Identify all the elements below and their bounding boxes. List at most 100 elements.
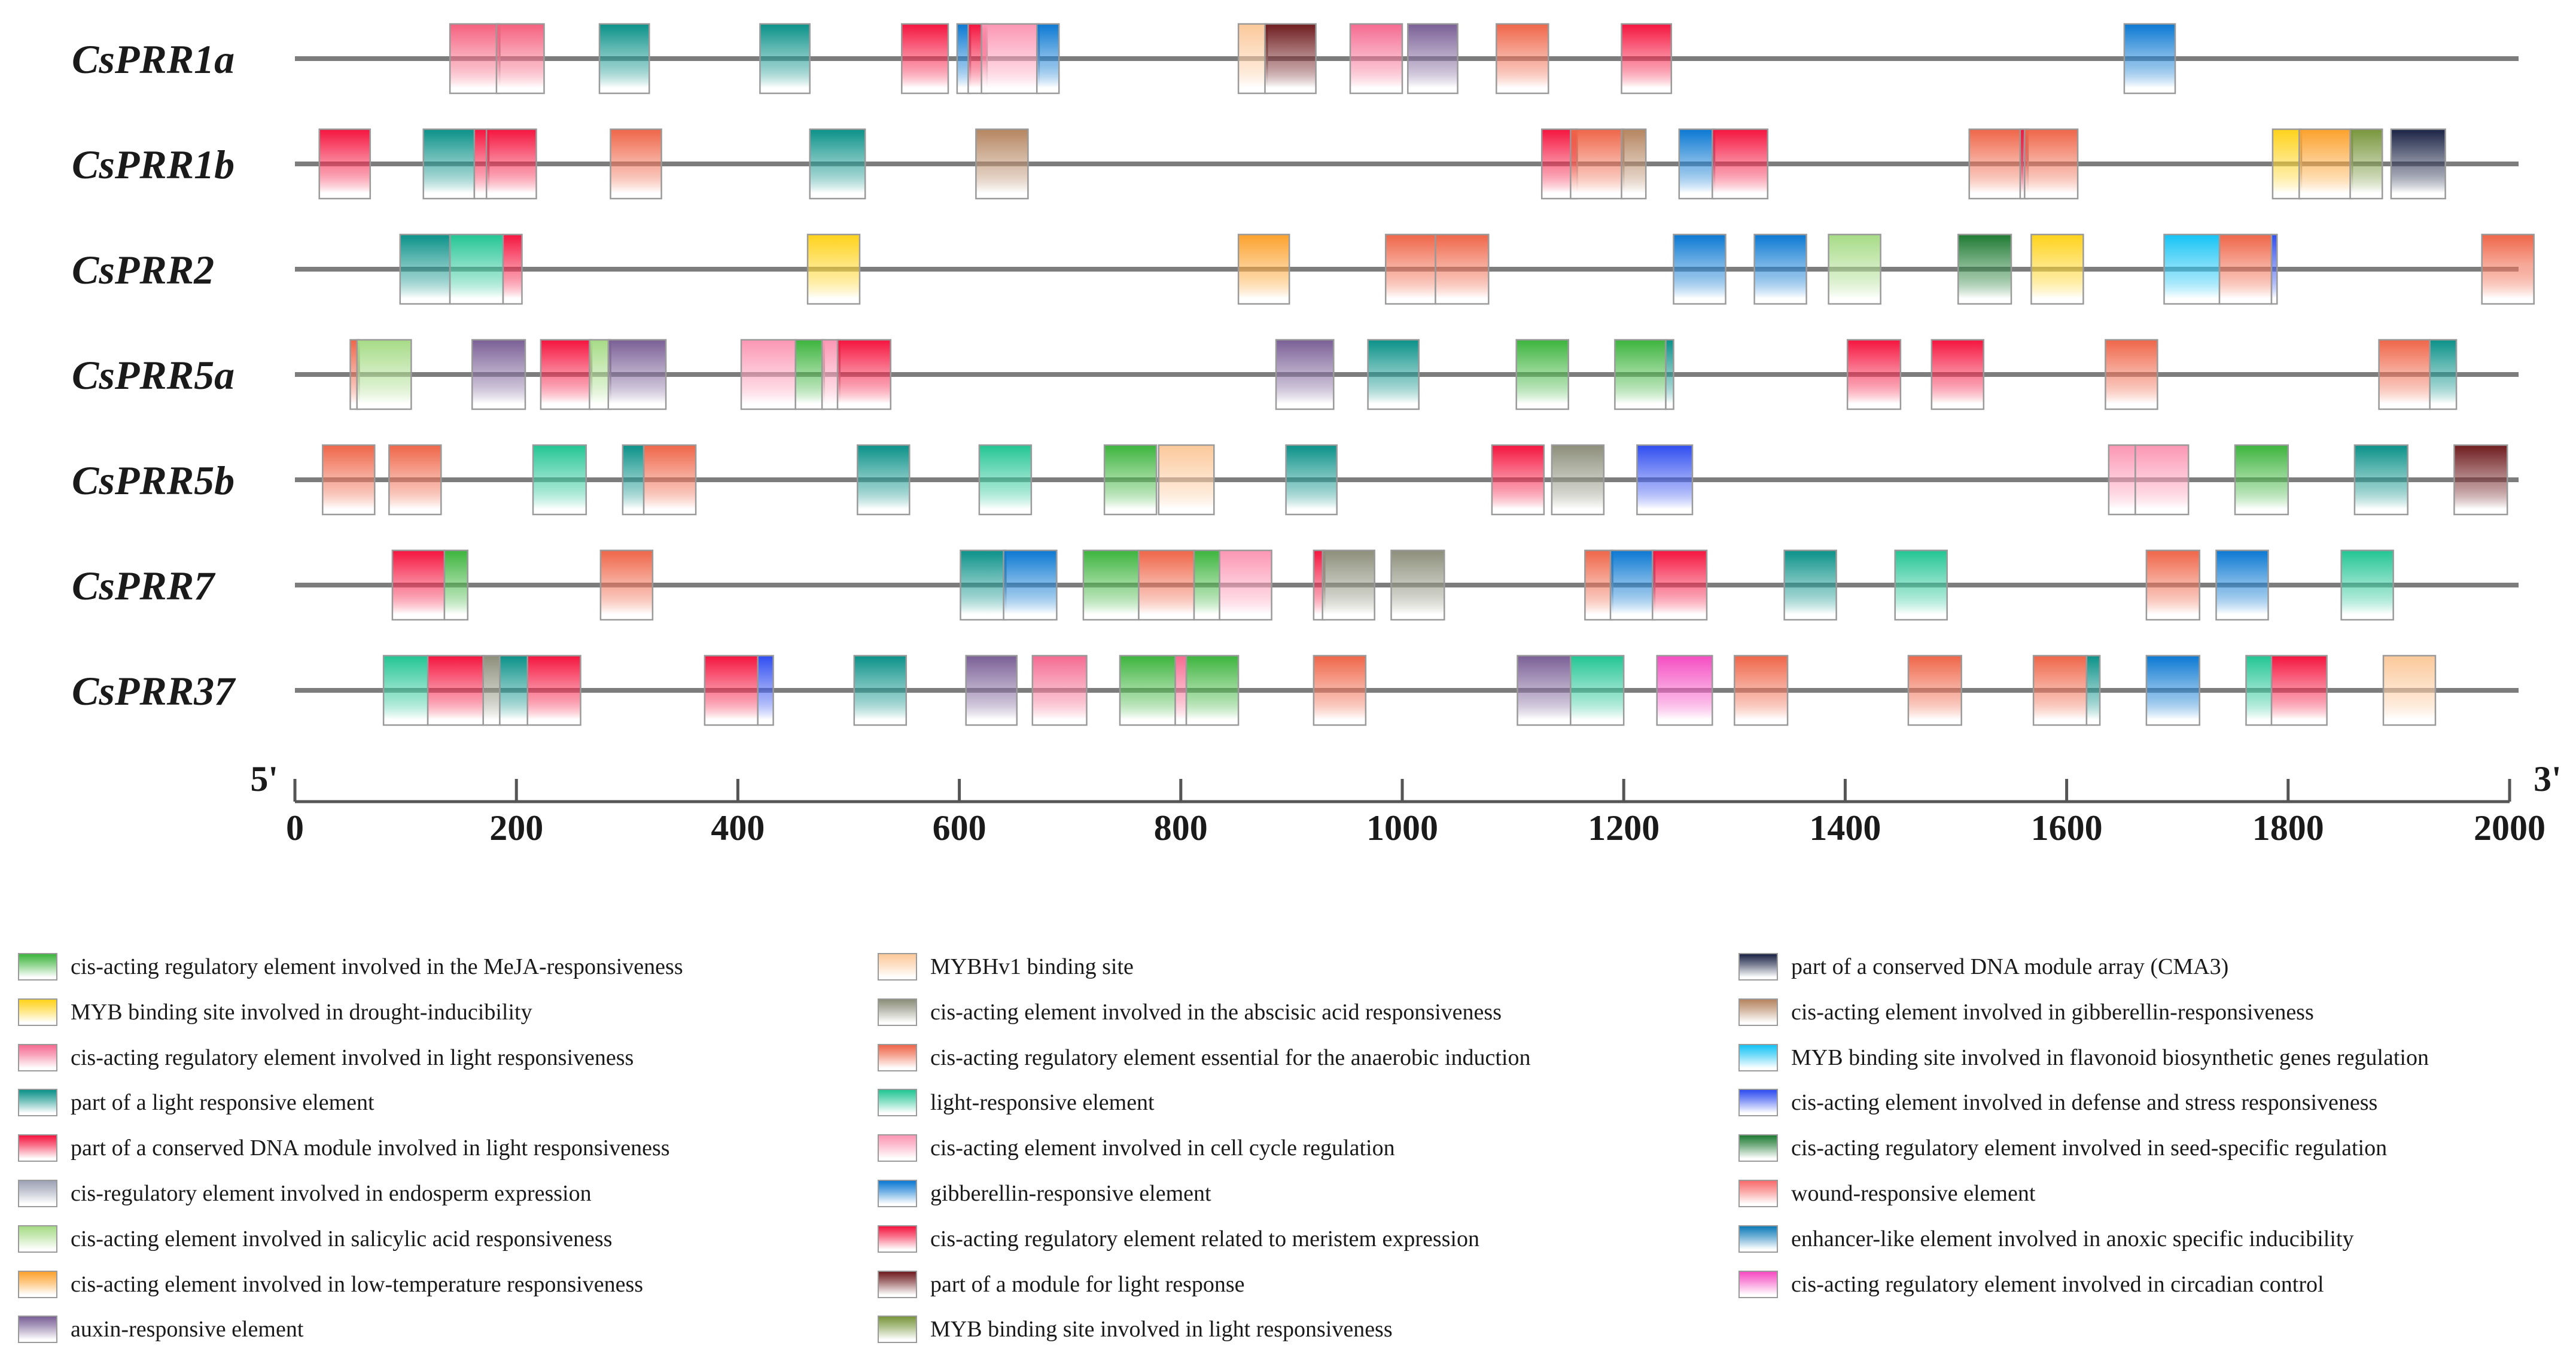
gene-name: CsPRR5b bbox=[72, 458, 235, 503]
cis-element-meja bbox=[1082, 549, 1140, 621]
tick-label: 400 bbox=[711, 808, 765, 848]
cis-element-dna-module bbox=[704, 654, 759, 726]
cis-element-anaerobic bbox=[2481, 233, 2535, 305]
cis-element-light-part bbox=[2085, 654, 2101, 726]
cis-element-dna-module bbox=[318, 128, 372, 200]
legend-item-endosperm: cis-regulatory element involved in endos… bbox=[18, 1179, 592, 1208]
legend-label: part of a conserved DNA module involved … bbox=[71, 1135, 670, 1161]
cis-element-ga-resp-cis bbox=[975, 128, 1029, 200]
legend-item-anoxic: enhancer-like element involved in anoxic… bbox=[1738, 1225, 2353, 1253]
cis-element-ga-resp bbox=[1753, 233, 1807, 305]
cis-element-meja bbox=[1185, 654, 1240, 726]
legend-swatch bbox=[18, 1043, 57, 1071]
legend-item-light-part: part of a light responsive element bbox=[18, 1088, 374, 1117]
legend-swatch bbox=[18, 1134, 57, 1162]
cis-element-anaerobic bbox=[1496, 23, 1549, 95]
tick-label: 1600 bbox=[2031, 808, 2103, 848]
gene-track-CsPRR37: CsPRR37 bbox=[72, 654, 2519, 726]
legend-item-wound: wound-responsive element bbox=[1738, 1179, 2035, 1208]
legend-label: light-responsive element bbox=[930, 1090, 1155, 1116]
legend-item-aba: cis-acting element involved in the absci… bbox=[878, 998, 1502, 1027]
five-prime-label: 5' bbox=[250, 759, 278, 799]
legend-label: cis-acting regulatory element involved i… bbox=[71, 1045, 634, 1070]
cis-element-light-resp bbox=[2245, 654, 2273, 726]
cis-element-mybhv1 bbox=[1237, 23, 1268, 95]
cis-element-ga-resp bbox=[1678, 128, 1716, 200]
cis-element-light-part bbox=[422, 128, 476, 200]
cis-element-anaerobic bbox=[388, 444, 442, 516]
cis-element-anaerobic bbox=[599, 549, 654, 621]
cis-element-ga-resp bbox=[1036, 23, 1060, 95]
legend-item-meristem: cis-acting regulatory element related to… bbox=[878, 1225, 1479, 1253]
legend-label: MYB binding site involved in flavonoid b… bbox=[1791, 1045, 2429, 1070]
legend-swatch bbox=[1738, 1134, 1778, 1162]
legend-swatch bbox=[878, 1180, 917, 1207]
cis-element-auxin bbox=[471, 339, 526, 410]
legend-item-low-temp: cis-acting element involved in low-tempe… bbox=[18, 1270, 643, 1299]
cis-element-anaerobic bbox=[1138, 549, 1195, 621]
cis-element-light-resp-reg bbox=[1031, 654, 1088, 726]
cis-element-wound-resp bbox=[495, 23, 545, 95]
legend-label: auxin-responsive element bbox=[71, 1317, 304, 1342]
cis-element-light-resp bbox=[382, 654, 429, 726]
legend-swatch bbox=[878, 1134, 917, 1162]
tick-label: 800 bbox=[1154, 808, 1208, 848]
cis-element-anaerobic bbox=[610, 128, 662, 200]
legend-item-light-resp-reg: cis-acting regulatory element involved i… bbox=[18, 1043, 634, 1072]
legend-label: part of a conserved DNA module array (CM… bbox=[1791, 954, 2229, 979]
position-axis: 0 200 400 600 800 1000 1200 1400 1600 1800 2000 5' 3… bbox=[250, 759, 2561, 848]
cis-element-dna-module bbox=[526, 654, 581, 726]
cis-element-auxin bbox=[1407, 23, 1458, 95]
gene-name: CsPRR2 bbox=[72, 247, 214, 293]
cis-element-light-part bbox=[960, 549, 1007, 621]
cis-element-aba bbox=[1390, 549, 1445, 621]
legend-label: part of a light responsive element bbox=[71, 1090, 374, 1116]
cis-element-auxin bbox=[1517, 654, 1572, 726]
legend-label: wound-responsive element bbox=[1791, 1181, 2036, 1206]
cis-element-dna-module bbox=[1931, 339, 1985, 410]
legend-item-dna-module: part of a conserved DNA module involved … bbox=[18, 1134, 670, 1162]
legend-label: cis-acting regulatory element essential … bbox=[930, 1045, 1531, 1070]
cis-element-light-part bbox=[1665, 339, 1674, 410]
legend-label: cis-acting element involved in low-tempe… bbox=[71, 1271, 644, 1297]
cis-element-light-part bbox=[857, 444, 911, 516]
legend-swatch bbox=[18, 1225, 57, 1253]
cis-element-meja bbox=[2234, 444, 2289, 516]
cis-element-light-resp bbox=[532, 444, 587, 516]
cis-element-light-part bbox=[1367, 339, 1420, 410]
cis-element-dna-module bbox=[391, 549, 446, 621]
legend-item-myb-light: MYB binding site involved in light respo… bbox=[878, 1315, 1393, 1344]
cis-element-anaerobic bbox=[1435, 233, 1490, 305]
cis-element-cell-cycle bbox=[2135, 444, 2190, 516]
cis-element-light-part bbox=[598, 23, 650, 95]
cis-element-light-part bbox=[2353, 444, 2408, 516]
cis-element-light-module bbox=[2453, 444, 2508, 516]
legend-label: MYBHv1 binding site bbox=[930, 954, 1134, 979]
legend-swatch bbox=[878, 953, 917, 981]
tick-label: 1800 bbox=[2252, 808, 2324, 848]
cis-element-aba bbox=[482, 654, 501, 726]
legend-item-auxin: auxin-responsive element bbox=[18, 1315, 303, 1344]
cis-element-light-part bbox=[759, 23, 811, 95]
cis-element-defense bbox=[2270, 233, 2278, 305]
gene-name: CsPRR1a bbox=[72, 36, 235, 82]
cis-element-anaerobic bbox=[643, 444, 697, 516]
gene-name: CsPRR1b bbox=[72, 142, 235, 187]
legend-swatch bbox=[878, 1225, 917, 1253]
legend-swatch bbox=[18, 1180, 57, 1207]
gene-track-CsPRR7: CsPRR7 bbox=[72, 549, 2519, 621]
cis-element-ga-resp bbox=[1003, 549, 1058, 621]
cis-element-auxin bbox=[965, 654, 1018, 726]
cis-element-anaerobic bbox=[2145, 549, 2200, 621]
legend-item-anaerobic: cis-acting regulatory element essential … bbox=[878, 1043, 1530, 1072]
cis-element-ga-resp bbox=[2123, 23, 2176, 95]
legend-swatch bbox=[18, 998, 57, 1026]
gene-track-CsPRR1b: CsPRR1b bbox=[72, 128, 2519, 200]
cis-element-light-resp bbox=[449, 233, 504, 305]
cis-element-defense bbox=[757, 654, 774, 726]
cis-element-cma3 bbox=[2390, 128, 2446, 200]
cis-element-ga-resp bbox=[1609, 549, 1656, 621]
cis-element-low-temp bbox=[2298, 128, 2353, 200]
legend-item-circadian: cis-acting regulatory element involved i… bbox=[1738, 1270, 2324, 1299]
cis-element-light-resp bbox=[1894, 549, 1948, 621]
